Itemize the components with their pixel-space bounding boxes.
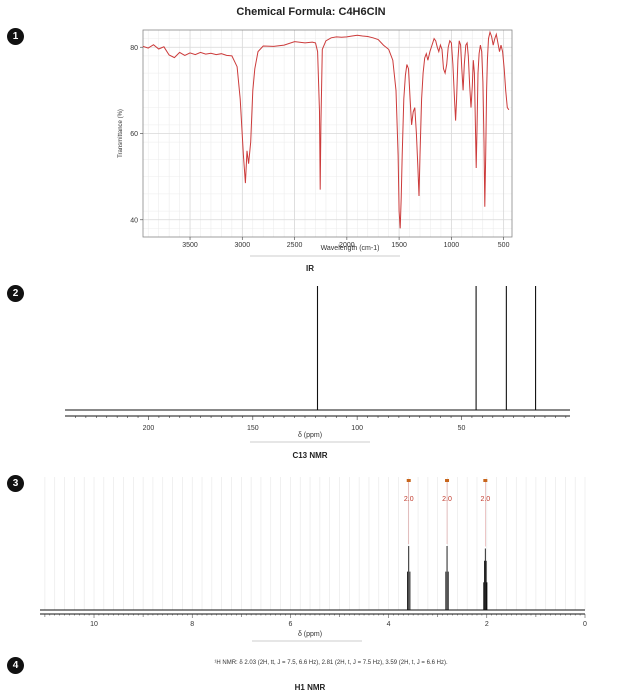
ir-ytick-label: 60 (130, 131, 138, 138)
ir-caption: IR (306, 264, 314, 273)
ir-ytick-label: 80 (130, 45, 138, 52)
c13-xtick-label: 150 (247, 425, 259, 432)
c13-xtick-label: 100 (351, 425, 363, 432)
ir-xtick-label: 3500 (182, 242, 198, 249)
c13-xlabel: δ (ppm) (297, 432, 323, 439)
c13-xtick-label: 50 (458, 425, 466, 432)
h1-nmr-description: ¹H NMR: δ 2.03 (2H, tt, J = 7.5, 6.6 Hz)… (214, 660, 448, 666)
h1-integration-label: 2.0 (442, 496, 452, 503)
h1-integration-label: 2.0 (404, 496, 414, 503)
h1-xtick-label: 2 (485, 621, 489, 628)
h1-xtick-label: 8 (190, 621, 194, 628)
c13-caption: C13 NMR (292, 451, 328, 460)
h1-integration-marker (406, 479, 411, 482)
ir-xlabel: Wavelength (cm-1) (320, 245, 380, 252)
h1-chart-container: 10 8 6 4 2 0 2.0 2.0 2.0 δ (ppm) ¹H NMR: δ 2.03 … (0, 465, 622, 700)
ir-xtick-label: 500 (498, 242, 510, 249)
c13-nmr-chart: 200 150 100 50 (65, 286, 570, 443)
ir-chart-container: 3500 3000 2500 2000 1500 1000 500 40 60 80 Transmi… (0, 0, 622, 280)
ir-ytick-label: 40 (130, 217, 138, 224)
h1-caption: H1 NMR (294, 683, 326, 692)
ir-xtick-label: 2000 (339, 242, 355, 249)
h1-integration-marker (483, 479, 488, 482)
c13-xtick-label: 200 (143, 425, 155, 432)
h1-integration-marker (445, 479, 450, 482)
h1-xtick-label: 4 (387, 621, 391, 628)
c13-chart-container: 200 150 100 50 δ (ppm) C13 NMR (0, 280, 622, 465)
ir-ylabel: Transmittance (%) (118, 109, 124, 158)
h1-xtick-label: 0 (583, 621, 587, 628)
h1-xlabel: δ (ppm) (297, 631, 323, 638)
step-badge-3: 3 (7, 475, 24, 492)
h1-nmr-chart: 10 8 6 4 2 0 2.0 2.0 2.0 (40, 477, 587, 642)
ir-xtick-label: 1000 (444, 242, 460, 249)
ir-series-line (142, 30, 510, 229)
h1-integration-label: 2.0 (480, 496, 490, 503)
ir-xtick-label: 3000 (235, 242, 251, 249)
ir-spectrum-chart: 3500 3000 2500 2000 1500 1000 500 40 60 80 Transmi… (118, 29, 513, 257)
step-badge-1: 1 (7, 28, 24, 45)
h1-xtick-label: 6 (288, 621, 292, 628)
step-badge-2: 2 (7, 285, 24, 302)
ir-xtick-label: 2500 (287, 242, 303, 249)
ir-xtick-label: 1500 (391, 242, 407, 249)
h1-xtick-label: 10 (90, 621, 98, 628)
page-title: Chemical Formula: C4H6ClN (236, 6, 386, 18)
step-badge-4: 4 (7, 657, 24, 674)
